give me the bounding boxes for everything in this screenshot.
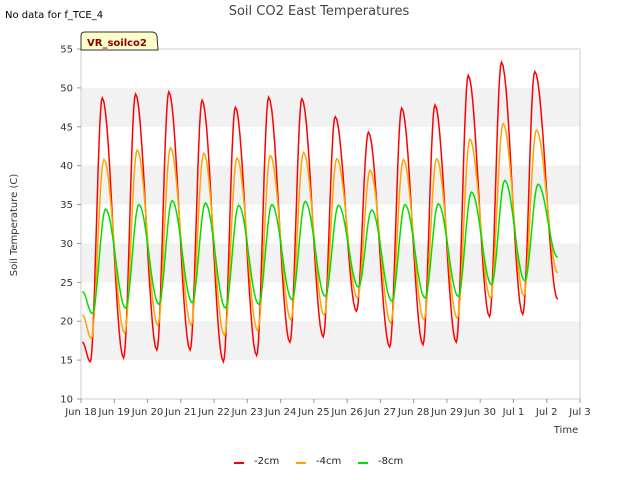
- series-lines: [81, 60, 559, 364]
- x-tick-label: Jul 1: [502, 407, 525, 418]
- legend-label: -4cm: [316, 456, 341, 467]
- series-line-minus-4cm: [82, 122, 559, 340]
- y-axis: 10 15 20 25 30 35 40 45 50 55: [60, 45, 81, 406]
- y-tick-label: 40: [60, 161, 73, 172]
- x-tick-label: Jun 23: [231, 407, 264, 418]
- y-tick-label: 50: [60, 83, 73, 94]
- chart-title: Soil CO2 East Temperatures: [229, 4, 410, 19]
- legend-label: -2cm: [254, 456, 279, 467]
- y-tick-label: 25: [60, 278, 73, 289]
- x-tick-label: Jun 25: [297, 407, 330, 418]
- legend-label: -8cm: [378, 456, 403, 467]
- y-tick-label: 10: [60, 395, 73, 406]
- site-label: VR_soilco2: [87, 38, 147, 49]
- x-tick-label: Jun 19: [98, 407, 131, 418]
- y-tick-label: 35: [60, 200, 73, 211]
- x-tick-label: Jun 28: [397, 407, 430, 418]
- x-tick-label: Jun 21: [164, 407, 197, 418]
- x-axis: Jun 18 Jun 19 Jun 20 Jun 21 Jun 22 Jun 23 Jun …: [64, 399, 591, 418]
- x-tick-label: Jun 20: [131, 407, 164, 418]
- y-tick-label: 45: [60, 122, 73, 133]
- y-tick-label: 30: [60, 239, 73, 250]
- y-tick-label: 20: [60, 317, 73, 328]
- x-tick-label: Jul 2: [535, 407, 558, 418]
- series-line-minus-8cm: [82, 179, 559, 315]
- x-tick-label: Jun 30: [463, 407, 496, 418]
- grid-band: [81, 321, 580, 361]
- x-tick-label: Jun 27: [364, 407, 397, 418]
- x-tick-label: Jun 18: [64, 407, 97, 418]
- plot-frame: [80, 48, 581, 400]
- grid-band: [81, 87, 580, 127]
- x-tick-label: Jun 26: [330, 407, 363, 418]
- x-tick-label: Jun 24: [264, 407, 297, 418]
- x-tick-label: Jun 22: [197, 407, 230, 418]
- y-axis-title: Soil Temperature (C): [9, 174, 20, 277]
- x-axis-title: Time: [553, 425, 578, 436]
- y-tick-label: 55: [60, 45, 73, 56]
- x-tick-label: Jul 3: [568, 407, 591, 418]
- no-data-note: No data for f_TCE_4: [5, 10, 103, 21]
- x-tick-label: Jun 29: [430, 407, 463, 418]
- y-tick-label: 15: [60, 356, 73, 367]
- legend: -2cm -4cm -8cm: [234, 456, 403, 467]
- site-label-box: VR_soilco2: [80, 31, 159, 51]
